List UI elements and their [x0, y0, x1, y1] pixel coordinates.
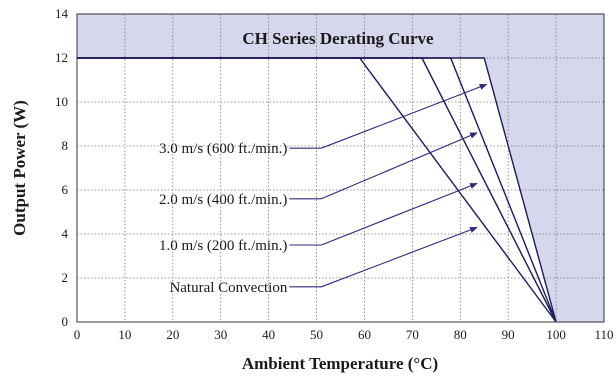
- leader-arrow-1: [321, 132, 478, 200]
- derating-curve-3: [77, 57, 557, 323]
- grid-layer: [77, 14, 604, 322]
- y-tick-label: 10: [55, 94, 68, 109]
- x-axis-label: Ambient Temperature (°C): [242, 354, 438, 373]
- x-tick-label: 100: [546, 327, 566, 342]
- x-tick-label: 60: [358, 327, 371, 342]
- x-tick-label: 50: [310, 327, 323, 342]
- y-tick-label: 8: [62, 138, 69, 153]
- x-tick-label: 10: [118, 327, 131, 342]
- y-tick-label: 4: [62, 226, 69, 241]
- series-label-0: 3.0 m/s (600 ft./min.): [159, 141, 287, 157]
- y-tick-label: 6: [62, 182, 69, 197]
- tick-labels-layer: 0 10 20 30 40 50 60 70 80 90 100 110 0 2 4 6 8 10 12 14: [55, 6, 614, 342]
- frame-layer: [76, 13, 605, 323]
- y-tick-label: 2: [62, 270, 69, 285]
- x-tick-label: 80: [454, 327, 467, 342]
- plot-frame: [76, 13, 605, 323]
- annotations-layer: 3.0 m/s (600 ft./min.) 2.0 m/s (400 ft./m…: [159, 83, 488, 296]
- leader-arrow-0: [321, 83, 488, 149]
- x-tick-label: 70: [406, 327, 419, 342]
- x-tick-label: 20: [166, 327, 179, 342]
- series-label-3: Natural Convection: [169, 280, 287, 296]
- shaded-region-layer: [77, 14, 604, 322]
- x-tick-label: 110: [594, 327, 613, 342]
- x-tick-label: 0: [74, 327, 81, 342]
- leader-arrow-3: [321, 226, 478, 288]
- x-tick-label: 30: [214, 327, 227, 342]
- y-tick-label: 14: [55, 6, 69, 21]
- curves-layer: [77, 57, 557, 323]
- x-tick-label: 90: [502, 327, 515, 342]
- x-tick-label: 40: [262, 327, 275, 342]
- leader-arrow-2: [321, 182, 478, 246]
- y-tick-label: 12: [55, 50, 68, 65]
- series-label-2: 1.0 m/s (200 ft./min.): [159, 238, 287, 254]
- y-axis-label: Output Power (W): [10, 100, 29, 236]
- series-label-1: 2.0 m/s (400 ft./min.): [159, 192, 287, 208]
- y-tick-label: 0: [62, 314, 69, 329]
- chart-title: CH Series Derating Curve: [242, 29, 434, 48]
